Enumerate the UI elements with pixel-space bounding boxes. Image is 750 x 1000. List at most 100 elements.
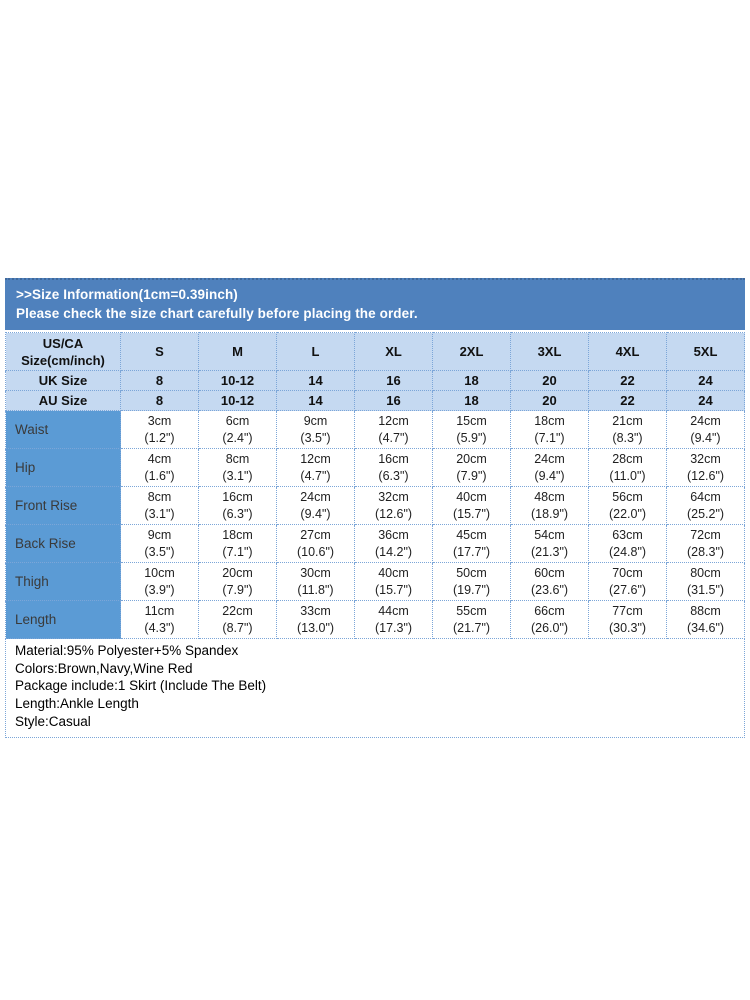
measurement-cell: 24cm (9.4")	[510, 448, 589, 487]
measurement-cell: 60cm (23.6")	[510, 562, 589, 601]
measurement-cell: 27cm (10.6")	[276, 524, 355, 563]
measurement-cell: 9cm (3.5")	[120, 524, 199, 563]
measurement-cell: 18cm (7.1")	[198, 524, 277, 563]
size-col-header: M	[198, 332, 277, 371]
measurement-cell: 54cm (21.3")	[510, 524, 589, 563]
au-size-row: AU Size 8 10-12 14 16 18 20 22 24	[5, 390, 745, 411]
measurement-cell: 9cm (3.5")	[276, 410, 355, 449]
measurement-cell: 16cm (6.3")	[198, 486, 277, 525]
measurement-cell: 6cm (2.4")	[198, 410, 277, 449]
detail-package: Package include:1 Skirt (Include The Bel…	[15, 678, 267, 694]
measurement-cell: 12cm (4.7")	[354, 410, 433, 449]
measurement-cell: 55cm (21.7")	[432, 600, 511, 639]
measurement-cell: 21cm (8.3")	[588, 410, 667, 449]
measurement-cell: 70cm (27.6")	[588, 562, 667, 601]
uk-size-value: 16	[354, 370, 433, 391]
measurement-cell: 63cm (24.8")	[588, 524, 667, 563]
measurement-cell: 88cm (34.6")	[666, 600, 745, 639]
table-row-hip: Hip 4cm (1.6") 8cm (3.1") 12cm (4.7") 16cm(…	[5, 448, 745, 487]
au-size-label: AU Size	[5, 390, 121, 411]
size-col-header: 2XL	[432, 332, 511, 371]
measurement-cell: 33cm (13.0")	[276, 600, 355, 639]
uk-size-label: UK Size	[5, 370, 121, 391]
measurement-cell: 28cm (11.0")	[588, 448, 667, 487]
size-col-header: L	[276, 332, 355, 371]
measurement-cell: 30cm (11.8")	[276, 562, 355, 601]
measurement-cell: 20cm (7.9")	[198, 562, 277, 601]
measurement-cell: 4cm (1.6")	[120, 448, 199, 487]
size-col-header: 4XL	[588, 332, 667, 371]
row-label: Front Rise	[5, 486, 121, 525]
measurement-cell: 18cm (7.1")	[510, 410, 589, 449]
corner-line1: US/CA	[42, 335, 84, 351]
measurement-cell: 44cm (17.3")	[354, 600, 433, 639]
size-col-header: 5XL	[666, 332, 745, 371]
uk-size-value: 8	[120, 370, 199, 391]
banner-title: >>Size Information(1cm=0.39inch)	[16, 287, 238, 302]
row-label: Hip	[5, 448, 121, 487]
measurement-cell: 36cm (14.2")	[354, 524, 433, 563]
detail-colors: Colors:Brown,Navy,Wine Red	[15, 660, 193, 676]
measurement-cell: 40cm (15.7")	[432, 486, 511, 525]
measurement-cell: 48cm (18.9")	[510, 486, 589, 525]
au-size-value: 22	[588, 390, 667, 411]
measurement-cell: 72cm (28.3")	[666, 524, 745, 563]
measurement-cell: 16cm (6.3")	[354, 448, 433, 487]
uk-size-value: 24	[666, 370, 745, 391]
table-row-back-rise: Back Rise 9cm (3.5") 18cm (7.1") 27cm (10.6…	[5, 524, 745, 563]
au-size-value: 24	[666, 390, 745, 411]
banner-subtitle: Please check the size chart carefully be…	[16, 305, 418, 321]
detail-style: Style:Casual	[15, 713, 91, 729]
table-row-thigh: Thigh 10cm (3.9") 20cm (7.9") 30cm (11.8") …	[5, 562, 745, 601]
row-label: Length	[5, 600, 121, 639]
row-label: Back Rise	[5, 524, 121, 563]
measurement-cell: 32cm (12.6")	[666, 448, 745, 487]
size-col-header: XL	[354, 332, 433, 371]
size-header-row: US/CA Size(cm/inch) S M L XL 2XL 3XL 4XL…	[5, 332, 745, 371]
measurement-cell: 45cm (17.7")	[432, 524, 511, 563]
measurement-cell: 56cm (22.0")	[588, 486, 667, 525]
measurement-cell: 8cm (3.1")	[120, 486, 199, 525]
au-size-value: 18	[432, 390, 511, 411]
measurement-cell: 77cm (30.3")	[588, 600, 667, 639]
table-row-length: Length 11cm (4.3") 22cm (8.7") 33cm (13.0")…	[5, 600, 745, 639]
size-col-header: 3XL	[510, 332, 589, 371]
measurement-cell: 20cm (7.9")	[432, 448, 511, 487]
row-label: Thigh	[5, 562, 121, 601]
measurement-cell: 64cm (25.2")	[666, 486, 745, 525]
measurement-cell: 11cm (4.3")	[120, 600, 199, 639]
uk-size-value: 14	[276, 370, 355, 391]
au-size-value: 10-12	[198, 390, 277, 411]
measurement-cell: 3cm (1.2")	[120, 410, 199, 449]
measurement-cell: 50cm (19.7")	[432, 562, 511, 601]
table-row-waist: Waist 3cm (1.2") 6cm (2.4") 9cm (3.5") 12cm…	[5, 410, 745, 449]
measurement-cell: 24cm (9.4")	[666, 410, 745, 449]
table-row-front-rise: Front Rise 8cm (3.1") 16cm (6.3") 24cm (9.4…	[5, 486, 745, 525]
au-size-value: 8	[120, 390, 199, 411]
measurement-cell: 15cm (5.9")	[432, 410, 511, 449]
size-col-header: S	[120, 332, 199, 371]
corner-header: US/CA Size(cm/inch)	[5, 332, 121, 371]
measurement-cell: 8cm (3.1")	[198, 448, 277, 487]
measurement-cell: 32cm (12.6")	[354, 486, 433, 525]
measurement-cell: 40cm (15.7")	[354, 562, 433, 601]
uk-size-row: UK Size 8 10-12 14 16 18 20 22 24	[5, 370, 745, 391]
uk-size-value: 18	[432, 370, 511, 391]
measurement-cell: 10cm (3.9")	[120, 562, 199, 601]
au-size-value: 16	[354, 390, 433, 411]
measurement-cell: 24cm (9.4")	[276, 486, 355, 525]
size-chart: >>Size Information(1cm=0.39inch) Please …	[5, 278, 745, 738]
uk-size-value: 20	[510, 370, 589, 391]
uk-size-value: 10-12	[198, 370, 277, 391]
detail-length: Length:Ankle Length	[15, 696, 139, 712]
au-size-value: 20	[510, 390, 589, 411]
measurement-cell: 66cm (26.0")	[510, 600, 589, 639]
detail-material: Material:95% Polyester+5% Spandex	[15, 643, 239, 658]
measurement-cell: 80cm (31.5")	[666, 562, 745, 601]
measurement-cell: 12cm (4.7")	[276, 448, 355, 487]
row-label: Waist	[5, 410, 121, 449]
corner-line2: Size(cm/inch)	[21, 352, 105, 368]
size-table: US/CA Size(cm/inch) S M L XL 2XL 3XL 4XL…	[5, 332, 745, 639]
banner: >>Size Information(1cm=0.39inch) Please …	[5, 278, 745, 330]
uk-size-value: 22	[588, 370, 667, 391]
